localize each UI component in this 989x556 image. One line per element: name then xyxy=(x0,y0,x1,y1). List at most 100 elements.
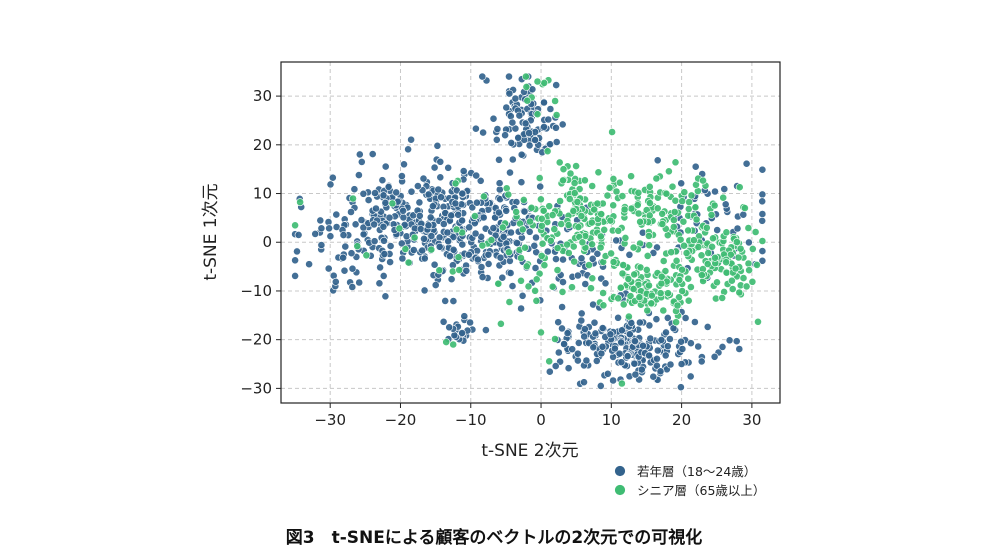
scatter-point-young xyxy=(379,271,388,280)
scatter-point-young xyxy=(530,241,539,250)
scatter-point-young xyxy=(631,370,640,379)
scatter-point-young xyxy=(505,72,513,81)
scatter-point-young xyxy=(439,317,448,326)
scatter-point-senior xyxy=(588,240,596,249)
scatter-point-young xyxy=(545,367,554,376)
scatter-point-young xyxy=(532,233,540,242)
scatter-point-senior xyxy=(627,172,635,181)
scatter-point-senior xyxy=(538,221,546,230)
scatter-point-young xyxy=(506,112,515,121)
scatter-point-senior xyxy=(540,261,549,270)
scatter-point-senior xyxy=(600,225,609,234)
scatter-point-young xyxy=(499,232,508,241)
scatter-point-young xyxy=(720,185,729,193)
scatter-point-young xyxy=(531,264,540,272)
scatter-point-senior xyxy=(574,223,583,231)
scatter-point-young xyxy=(458,216,466,225)
scatter-point-young xyxy=(614,313,622,322)
scatter-point-young xyxy=(447,275,456,284)
figure-caption: 図3 t-SNEによる顧客のベクトルの2次元での可視化 xyxy=(286,527,702,548)
scatter-point-senior xyxy=(618,192,627,200)
scatter-point-senior xyxy=(585,261,593,269)
scatter-point-young xyxy=(505,89,514,98)
scatter-point-senior xyxy=(291,221,299,230)
scatter-point-young xyxy=(739,210,748,219)
scatter-point-senior xyxy=(647,299,656,308)
y-tick-label: −30 xyxy=(240,379,272,397)
y-tick-label: 10 xyxy=(253,185,272,203)
scatter-point-senior xyxy=(588,274,597,283)
scatter-point-senior xyxy=(609,201,618,210)
scatter-point-senior xyxy=(728,276,736,285)
scatter-point-senior xyxy=(539,206,548,215)
scatter-point-young xyxy=(371,189,379,197)
scatter-point-young xyxy=(551,362,560,370)
scatter-point-young xyxy=(399,206,407,215)
scatter-point-young xyxy=(552,138,561,146)
scatter-point-young xyxy=(379,191,388,200)
scatter-point-young xyxy=(431,281,440,289)
scatter-point-young xyxy=(501,131,509,140)
scatter-point-young xyxy=(479,213,488,222)
scatter-point-young xyxy=(446,252,454,261)
scatter-point-senior xyxy=(553,266,562,274)
x-tick-label: 30 xyxy=(742,411,761,429)
scatter-point-senior xyxy=(451,179,460,188)
y-axis-label: t-SNE 1次元 xyxy=(201,183,221,280)
scatter-point-young xyxy=(372,204,380,213)
scatter-point-young xyxy=(560,340,568,348)
x-tick: −10 xyxy=(455,403,487,429)
scatter-point-senior xyxy=(452,225,461,234)
x-tick-label: −10 xyxy=(455,411,487,429)
scatter-point-senior xyxy=(619,261,628,269)
scatter-point-senior xyxy=(676,235,685,244)
scatter-points xyxy=(291,72,767,392)
scatter-point-young xyxy=(603,369,612,378)
scatter-point-young xyxy=(420,286,429,295)
scatter-point-young xyxy=(653,346,662,355)
scatter-point-young xyxy=(691,318,699,326)
scatter-point-young xyxy=(718,342,727,351)
scatter-point-young xyxy=(434,185,443,194)
scatter-point-senior xyxy=(626,292,635,300)
scatter-point-young xyxy=(590,318,599,327)
scatter-point-senior xyxy=(704,249,713,257)
scatter-point-young xyxy=(517,150,526,159)
scatter-point-young xyxy=(328,173,337,182)
scatter-point-senior xyxy=(599,289,607,297)
scatter-point-young xyxy=(677,360,686,368)
scatter-point-young xyxy=(418,246,427,255)
scatter-point-senior xyxy=(435,266,444,275)
scatter-point-young xyxy=(677,383,685,392)
scatter-point-young xyxy=(623,352,632,361)
scatter-point-young xyxy=(492,135,501,144)
scatter-point-young xyxy=(465,223,474,232)
scatter-point-senior xyxy=(758,237,767,245)
scatter-point-senior xyxy=(748,277,757,286)
scatter-point-young xyxy=(436,157,445,166)
scatter-point-senior xyxy=(349,194,357,203)
scatter-point-senior xyxy=(711,253,719,262)
scatter-point-senior xyxy=(642,265,651,274)
scatter-point-senior xyxy=(616,283,625,292)
scatter-point-young xyxy=(471,229,480,238)
scatter-point-senior xyxy=(550,225,559,234)
scatter-point-senior xyxy=(697,251,706,260)
scatter-point-senior xyxy=(643,251,652,260)
scatter-point-senior xyxy=(684,274,693,283)
scatter-point-young xyxy=(601,279,610,288)
scatter-point-young xyxy=(357,216,366,224)
scatter-point-senior xyxy=(551,335,559,343)
scatter-point-young xyxy=(502,206,511,215)
scatter-point-senior xyxy=(698,271,706,279)
scatter-point-young xyxy=(577,316,586,325)
scatter-point-senior xyxy=(545,357,554,366)
scatter-point-young xyxy=(473,255,482,264)
scatter-point-senior xyxy=(569,242,578,251)
scatter-point-young xyxy=(581,280,590,288)
y-tick-label: −10 xyxy=(240,282,272,300)
scatter-point-young xyxy=(341,242,350,251)
plot-frame xyxy=(280,61,781,404)
scatter-point-senior xyxy=(564,249,573,257)
scatter-point-young xyxy=(444,237,453,246)
